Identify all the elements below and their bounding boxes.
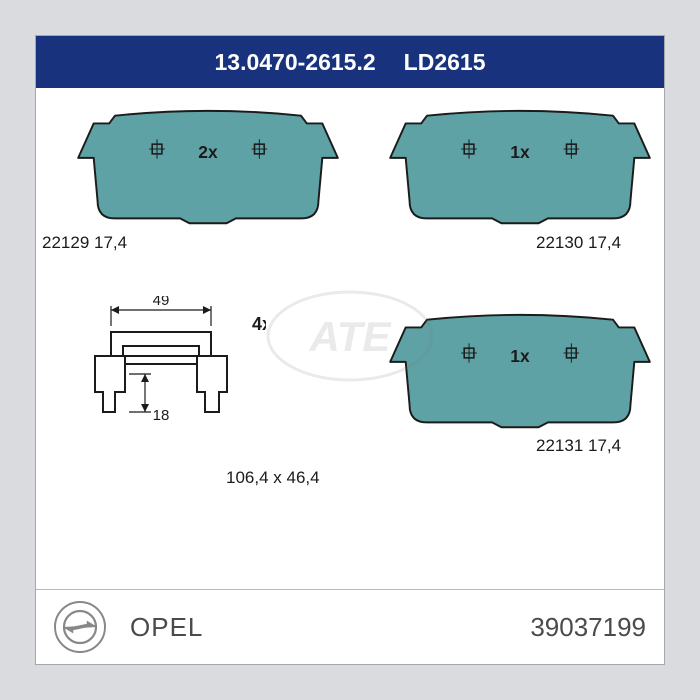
brake-pad-p1: 2x <box>74 106 342 230</box>
footer-bar: OPEL 39037199 <box>36 589 664 664</box>
svg-text:18: 18 <box>153 407 170 424</box>
svg-text:ATE: ATE <box>309 313 393 360</box>
content-area: 2x 22129 17,4 1x 22130 17,4 1x 22131 17,… <box>36 88 664 589</box>
svg-text:2x: 2x <box>198 142 218 162</box>
brake-pad-p2: 1x <box>386 106 654 230</box>
pad-caption-p1: 22129 17,4 <box>42 233 127 253</box>
diagram-frame: 13.0470-2615.2 LD2615 2x 22129 17,4 1x 2… <box>35 35 665 665</box>
footer-part-number: 39037199 <box>530 612 646 643</box>
clip-diagram: 49 4x 18 <box>81 296 266 431</box>
header-bar: 13.0470-2615.2 LD2615 <box>36 36 664 88</box>
overall-dimensions: 106,4 x 46,4 <box>226 468 320 488</box>
opel-logo-icon <box>54 601 106 653</box>
header-code: LD2615 <box>404 49 486 76</box>
svg-text:1x: 1x <box>510 142 530 162</box>
svg-text:1x: 1x <box>510 346 530 366</box>
footer-brand: OPEL <box>130 612 203 643</box>
brake-pad-p3: 1x <box>386 310 654 434</box>
svg-text:4x: 4x <box>252 314 266 334</box>
header-part-ref: 13.0470-2615.2 <box>215 49 376 76</box>
pad-caption-p3: 22131 17,4 <box>536 436 621 456</box>
pad-caption-p2: 22130 17,4 <box>536 233 621 253</box>
svg-text:49: 49 <box>153 296 170 309</box>
